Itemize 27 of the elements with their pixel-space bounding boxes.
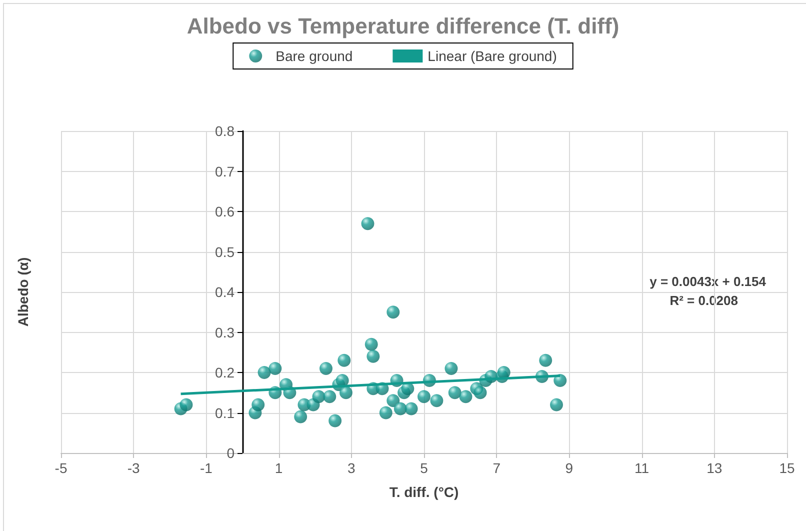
y-tick-label: 0.5 [215,244,235,260]
x-tick-label: 5 [420,460,428,476]
y-axis-title: Albedo (α) [15,257,31,327]
x-tick-label: 15 [779,460,795,476]
y-tick-label: 0.3 [215,324,235,340]
x-axis-title: T. diff. (°C) [389,484,459,500]
y-tick-label: 0.7 [215,163,235,180]
x-tick-label: 13 [706,460,722,476]
y-tick-label: 0.2 [215,364,235,380]
y-tick-label: 0.1 [215,404,235,421]
annotation: y = 0.0043x + 0.154 [650,274,767,289]
x-tick-label: 9 [565,460,574,476]
y-tick-label: 0.8 [215,123,235,139]
x-tick-label: 3 [348,460,356,476]
x-tick-label: -3 [127,460,140,476]
y-tick-label: 0 [226,445,235,461]
chart-title: Albedo vs Temperature difference (T. diff) [186,14,620,38]
x-tick-label: 1 [274,460,283,476]
y-tick-label: 0.4 [215,284,235,300]
x-tick-label: 7 [492,460,501,476]
annotation: R² = 0.0208 [670,293,738,308]
x-tick-label: -1 [200,460,213,476]
legend-label: Linear (Bare ground) [428,48,557,64]
legend-label: Bare ground [276,48,353,64]
x-tick-label: -5 [54,460,68,476]
x-tick-label: 11 [634,460,650,476]
y-tick-label: 0.6 [215,204,235,220]
